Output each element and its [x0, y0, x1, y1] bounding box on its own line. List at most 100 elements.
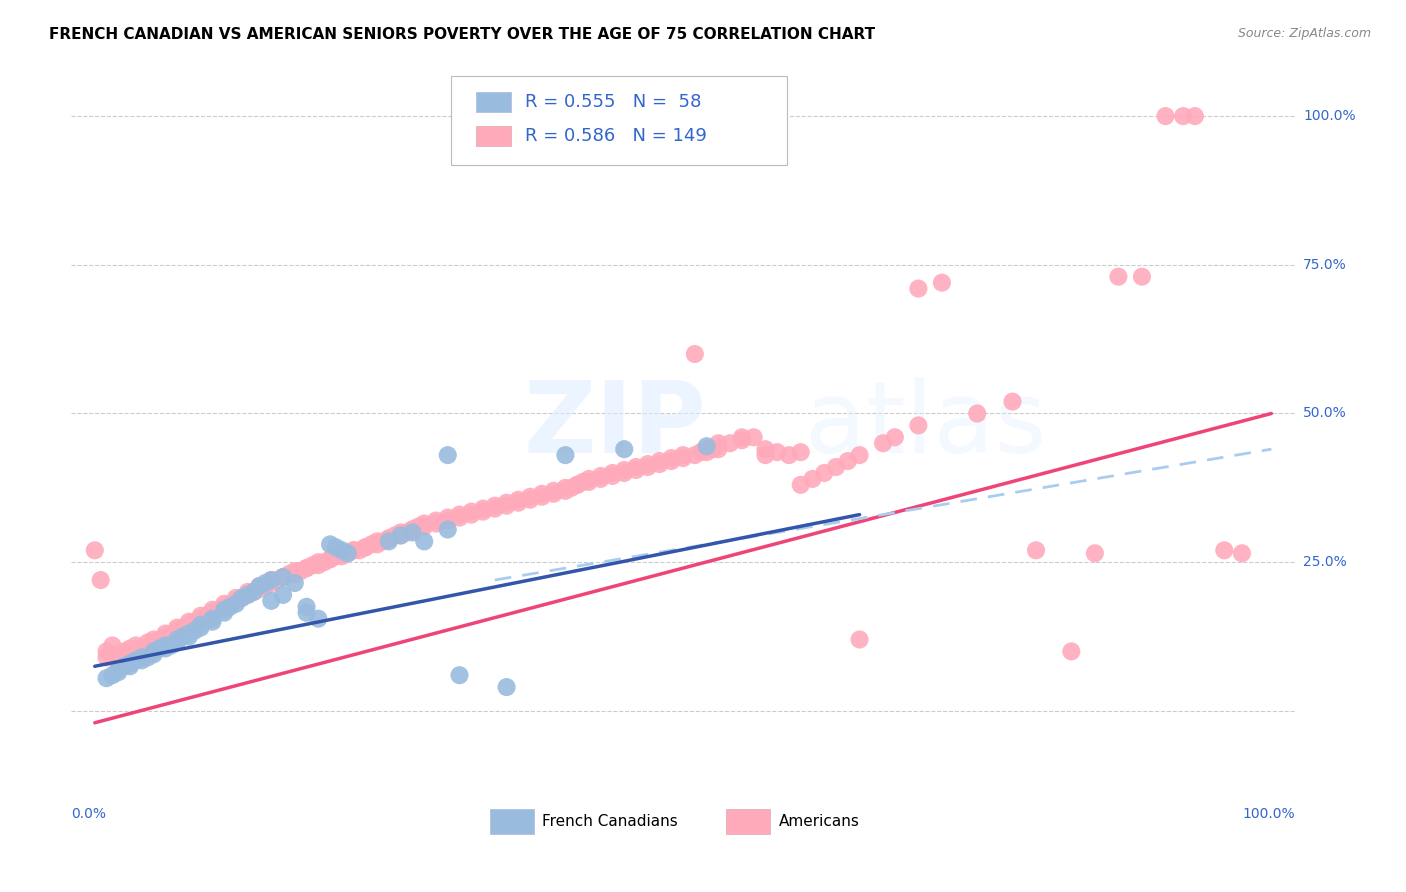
Point [425, 514, 447, 528]
Point [1184, 109, 1206, 123]
Point [460, 508, 482, 522]
Point [336, 546, 359, 560]
Point [530, 487, 553, 501]
Bar [477, 92, 510, 112]
Point [90, 573, 112, 587]
Text: atlas: atlas [806, 377, 1047, 474]
Point [260, 573, 283, 587]
Point [519, 490, 541, 504]
Point [107, 648, 129, 662]
Point [508, 496, 530, 510]
Point [177, 617, 200, 632]
Point [166, 635, 188, 649]
Point [142, 635, 165, 649]
Point [212, 599, 235, 614]
Point [284, 564, 307, 578]
Point [648, 457, 671, 471]
Point [190, 608, 212, 623]
Bar [477, 127, 510, 146]
Point [801, 472, 824, 486]
Point [284, 576, 307, 591]
Point [425, 516, 447, 531]
Point [907, 282, 929, 296]
Point [190, 612, 212, 626]
Point [436, 510, 458, 524]
Point [495, 496, 517, 510]
Point [495, 499, 517, 513]
Point [349, 543, 371, 558]
Point [219, 599, 242, 614]
Point [1130, 269, 1153, 284]
Point [166, 624, 188, 638]
Point [366, 534, 388, 549]
Point [848, 632, 870, 647]
Point [112, 659, 135, 673]
Point [659, 451, 682, 466]
Point [155, 641, 177, 656]
Point [136, 635, 159, 649]
Point [343, 543, 366, 558]
Point [449, 668, 471, 682]
Point [1154, 109, 1177, 123]
Point [166, 632, 188, 647]
Point [172, 630, 194, 644]
Point [219, 597, 242, 611]
Point [125, 653, 148, 667]
Point [131, 653, 153, 667]
Point [260, 573, 283, 587]
Point [883, 430, 905, 444]
Point [1025, 543, 1047, 558]
Point [225, 591, 247, 605]
Point [131, 644, 153, 658]
Point [96, 644, 118, 658]
Point [395, 525, 418, 540]
Point [754, 448, 776, 462]
Point [301, 558, 323, 573]
Point [120, 659, 142, 673]
Point [672, 451, 695, 466]
Point [330, 549, 353, 564]
Point [689, 445, 711, 459]
Point [101, 639, 124, 653]
Point [325, 541, 347, 555]
Point [201, 606, 224, 620]
Point [460, 505, 482, 519]
Point [131, 650, 153, 665]
Point [1001, 394, 1024, 409]
Point [225, 594, 247, 608]
Point [190, 617, 212, 632]
Point [166, 621, 188, 635]
Point [101, 668, 124, 682]
Point [236, 588, 259, 602]
Point [472, 505, 495, 519]
Point [184, 624, 207, 638]
Point [872, 436, 894, 450]
Point [177, 626, 200, 640]
Point [613, 466, 636, 480]
Text: 25.0%: 25.0% [1303, 555, 1347, 569]
Point [543, 483, 565, 498]
Point [277, 567, 299, 582]
Point [330, 546, 353, 560]
Point [472, 501, 495, 516]
Point [201, 612, 224, 626]
Point [155, 626, 177, 640]
Point [484, 499, 506, 513]
Point [354, 541, 377, 555]
Bar [489, 809, 534, 834]
Point [378, 532, 401, 546]
Point [107, 653, 129, 667]
Point [449, 510, 471, 524]
Point [1213, 543, 1236, 558]
Text: 100.0%: 100.0% [1243, 807, 1295, 822]
Point [778, 448, 800, 462]
Point [225, 597, 247, 611]
Point [307, 555, 329, 569]
Point [578, 472, 600, 486]
Point [696, 445, 718, 459]
Point [360, 537, 382, 551]
Text: 50.0%: 50.0% [1303, 407, 1347, 420]
Point [683, 347, 706, 361]
Point [155, 630, 177, 644]
Point [389, 528, 412, 542]
